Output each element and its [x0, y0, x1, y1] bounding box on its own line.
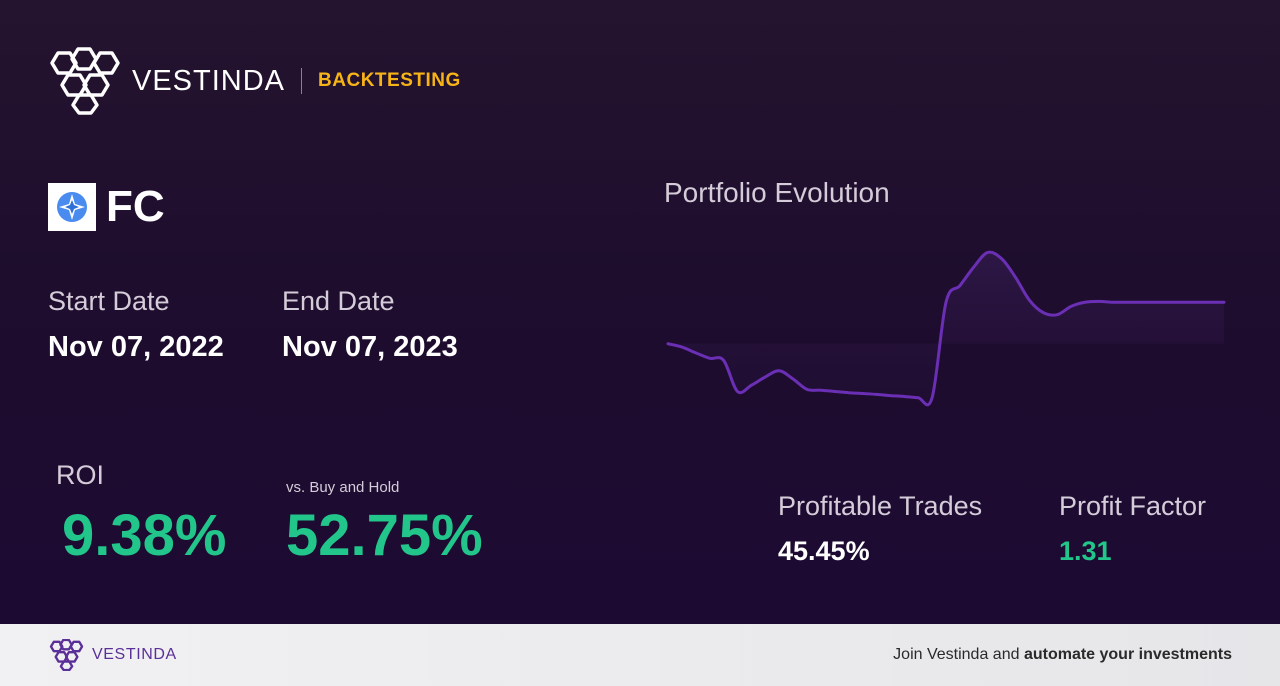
- footer: VESTINDA Join Vestinda and automate your…: [0, 624, 1280, 686]
- profit-factor-value: 1.31: [1059, 536, 1112, 566]
- chart-area: [668, 252, 1224, 405]
- portfolio-chart: [666, 250, 1226, 407]
- footer-cta[interactable]: Join Vestinda and automate your investme…: [893, 646, 1232, 664]
- profit-factor-label: Profit Factor: [1059, 491, 1207, 521]
- footer-brand-name: VESTINDA: [92, 646, 177, 663]
- chart-series-line: [666, 250, 1226, 407]
- profitable-trades-label: Profitable Trades: [778, 491, 983, 521]
- backtest-card: VESTINDA BACKTESTING FC Start Date Nov 0…: [0, 0, 1280, 624]
- footer-brand[interactable]: VESTINDA: [48, 639, 177, 671]
- header-divider: [301, 68, 303, 94]
- chart-title: Portfolio Evolution: [664, 177, 890, 208]
- vs-buy-hold-value: 52.75%: [286, 503, 483, 568]
- footer-cta-bold: automate your investments: [1023, 646, 1232, 663]
- vestinda-logo-icon: [50, 47, 120, 115]
- end-date-label: End Date: [282, 286, 395, 316]
- vs-buy-hold-label: vs. Buy and Hold: [286, 479, 400, 496]
- header: VESTINDA BACKTESTING: [48, 46, 461, 116]
- profitable-trades-value: 45.45%: [778, 536, 870, 566]
- brand-name: VESTINDA: [132, 64, 286, 97]
- roi-value: 9.38%: [62, 503, 227, 568]
- roi-label: ROI: [56, 460, 105, 490]
- compass-icon: [48, 183, 96, 231]
- ticker-symbol: FC: [106, 182, 165, 231]
- ticker: FC: [48, 182, 165, 232]
- footer-cta-prefix: Join Vestinda and: [893, 646, 1024, 663]
- vestinda-logo-icon: [49, 639, 84, 671]
- section-tag: BACKTESTING: [318, 70, 461, 91]
- start-date-value: Nov 07, 2022: [48, 331, 224, 363]
- end-date-value: Nov 07, 2023: [282, 331, 458, 363]
- start-date-label: Start Date: [48, 286, 170, 316]
